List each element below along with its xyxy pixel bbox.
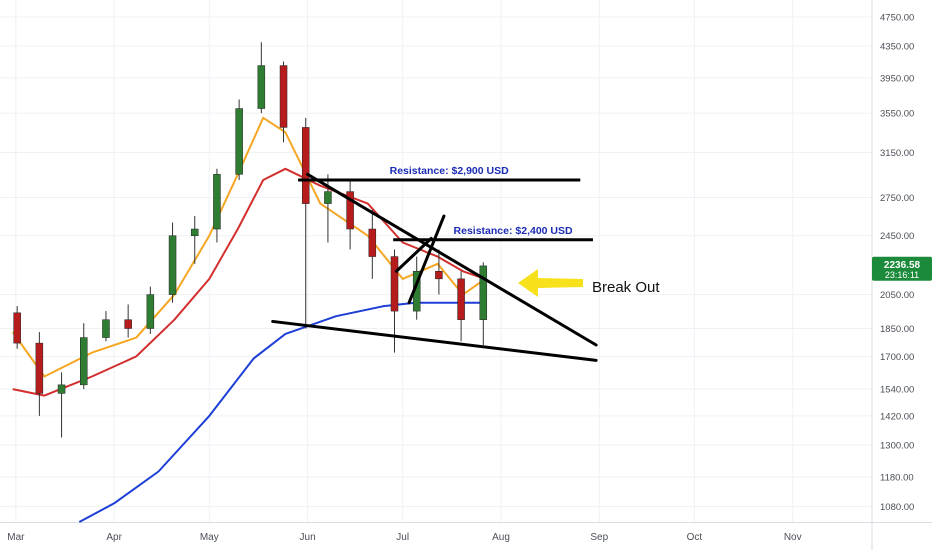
time-tick-label: Jul <box>396 532 409 543</box>
candle-body <box>435 271 443 280</box>
candles <box>13 42 488 438</box>
candle-body <box>190 228 199 236</box>
price-tick-label: 1700.00 <box>880 352 914 363</box>
resistance-label: Resistance: $2,400 USD <box>454 225 573 237</box>
last-price-value: 2236.58 <box>884 260 921 271</box>
price-tick-label: 2450.00 <box>880 231 914 242</box>
trend-line <box>306 172 598 347</box>
moving-average-line <box>12 167 486 397</box>
price-tick-label: 3950.00 <box>880 73 914 84</box>
candle-body <box>80 337 88 386</box>
price-tick-label: 1080.00 <box>880 502 914 513</box>
price-tick-label: 1300.00 <box>880 441 914 452</box>
candle-body <box>368 228 377 257</box>
grid <box>0 0 872 522</box>
candle-body <box>57 384 66 394</box>
time-axis: Mar Apr May Jun Jul Aug Sep Oct Nov <box>0 522 932 543</box>
price-tick-label: 1420.00 <box>880 411 914 422</box>
price-tick-label: 1540.00 <box>880 385 914 396</box>
candle-body <box>124 319 132 329</box>
candle-body <box>35 342 44 394</box>
candle-body <box>102 319 110 338</box>
countdown-value: 23:16:11 <box>885 270 919 280</box>
price-tick-label: 3150.00 <box>880 148 914 159</box>
candle-body <box>301 127 310 204</box>
time-tick-label: Jun <box>300 532 316 543</box>
price-tick-label: 4750.00 <box>880 12 914 23</box>
candle-body <box>13 312 21 344</box>
labels: Resistance: $2,900 USD Resistance: $2,400… <box>390 165 932 296</box>
moving-average-line <box>11 116 486 378</box>
trend-line <box>271 319 598 362</box>
candle-body <box>146 294 155 329</box>
time-tick-label: Sep <box>590 532 608 543</box>
candle-body <box>346 191 354 230</box>
breakout-label: Break Out <box>592 279 660 296</box>
candle-body <box>324 191 332 204</box>
time-tick-label: Oct <box>687 532 703 543</box>
moving-average-line <box>78 301 486 523</box>
time-tick-label: Mar <box>7 532 25 543</box>
candle-body <box>213 174 221 230</box>
candle-body <box>235 108 243 175</box>
resistance-label: Resistance: $2,900 USD <box>390 165 509 177</box>
price-tick-label: 2750.00 <box>880 193 914 204</box>
time-tick-label: Apr <box>106 532 122 543</box>
last-price-tag <box>872 256 932 281</box>
price-tick-label: 1850.00 <box>880 324 914 335</box>
candle-body <box>257 65 266 109</box>
candle-body <box>279 65 288 128</box>
price-tick-label: 1180.00 <box>880 473 914 484</box>
candle-body <box>457 278 465 320</box>
candle-body <box>479 265 488 320</box>
drawings <box>271 172 598 362</box>
moving-averages <box>11 116 486 523</box>
price-tick-label: 4350.00 <box>880 42 914 53</box>
candle-body <box>390 256 399 312</box>
price-tick-label: 3550.00 <box>880 109 914 120</box>
trend-line <box>394 236 433 273</box>
breakout-arrow-icon <box>518 269 583 297</box>
candle-body <box>168 235 177 295</box>
trend-line <box>407 214 446 305</box>
time-tick-label: May <box>200 532 219 543</box>
time-tick-label: Aug <box>492 532 510 543</box>
price-tick-label: 2050.00 <box>880 290 914 301</box>
time-tick-label: Nov <box>784 532 802 543</box>
